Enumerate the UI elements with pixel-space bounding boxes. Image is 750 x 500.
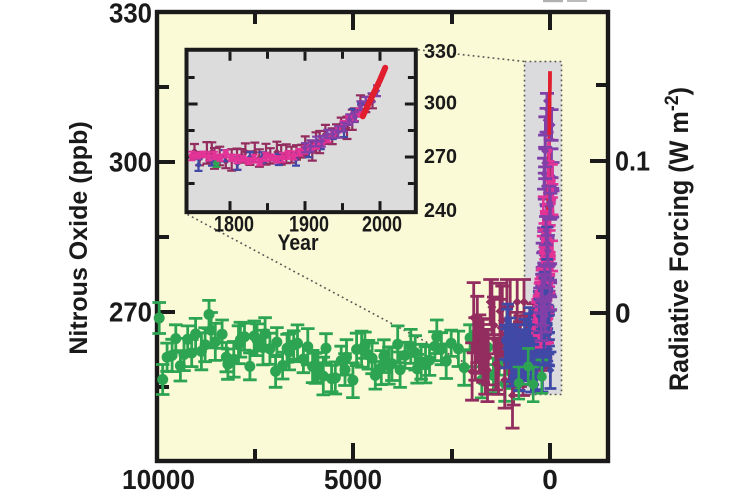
- svg-text:300: 300: [109, 147, 152, 178]
- svg-text:1900: 1900: [289, 212, 329, 237]
- svg-text:0: 0: [542, 464, 558, 495]
- svg-text:5000: 5000: [324, 464, 382, 495]
- svg-text:240: 240: [424, 200, 457, 222]
- svg-text:10000: 10000: [122, 464, 195, 495]
- svg-text:330: 330: [109, 0, 152, 29]
- svg-text:0: 0: [615, 298, 631, 329]
- svg-text:2000: 2000: [362, 212, 402, 237]
- svg-text:Year: Year: [278, 230, 319, 255]
- svg-text:1800: 1800: [214, 212, 254, 237]
- svg-text:0.1: 0.1: [615, 146, 650, 177]
- svg-text:330: 330: [424, 41, 457, 63]
- svg-text:270: 270: [424, 146, 457, 168]
- svg-text:Radiative Forcing (W m-2): Radiative Forcing (W m-2): [662, 87, 695, 391]
- svg-text:300: 300: [424, 93, 457, 115]
- svg-text:Nitrous Oxide (ppb): Nitrous Oxide (ppb): [65, 121, 93, 354]
- svg-text:270: 270: [109, 297, 152, 328]
